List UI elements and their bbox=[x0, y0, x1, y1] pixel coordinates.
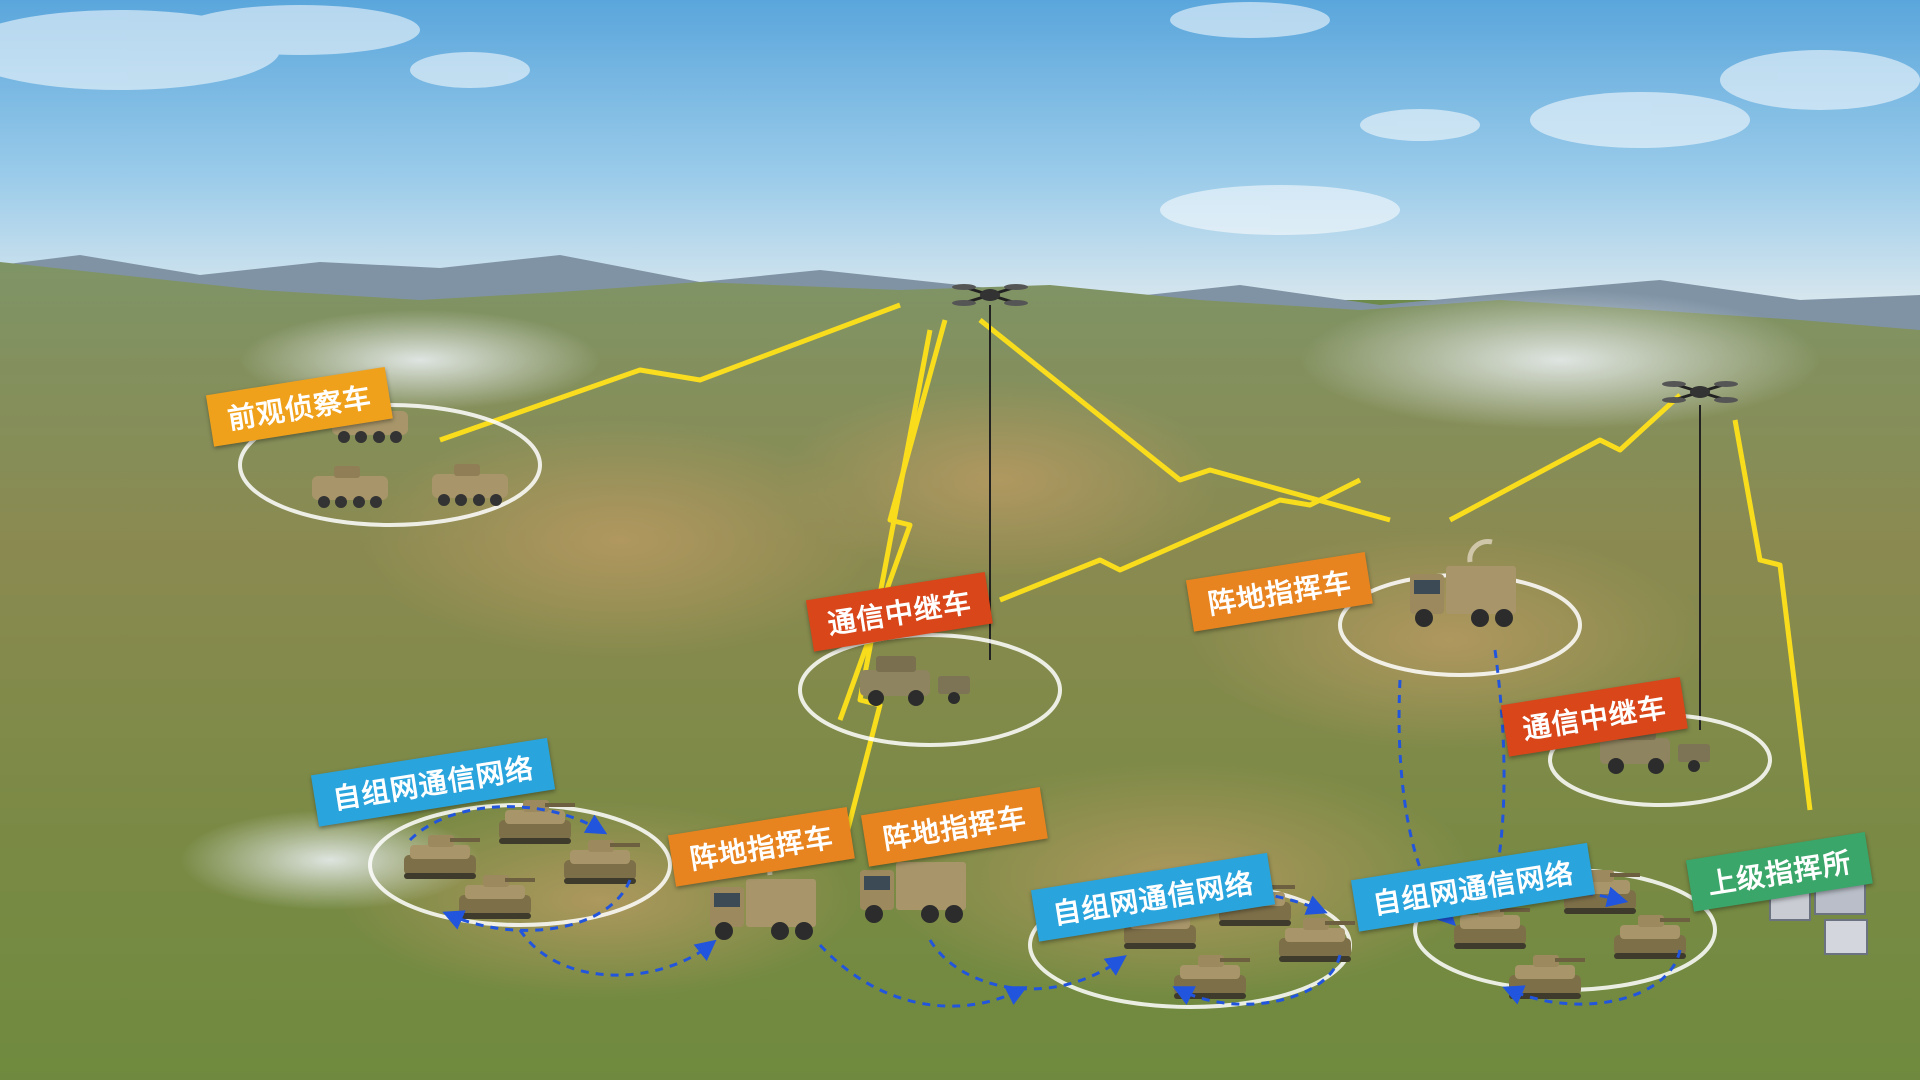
tethers bbox=[989, 305, 1701, 730]
link-recon-drone1 bbox=[439, 302, 901, 443]
link-cmd-drone2 bbox=[1448, 393, 1682, 523]
link-relay1-cmd1 bbox=[999, 477, 1362, 603]
clouds bbox=[0, 2, 1920, 235]
link-drone1-cmd bbox=[978, 318, 1391, 523]
link-drone2-hq bbox=[1732, 419, 1813, 811]
